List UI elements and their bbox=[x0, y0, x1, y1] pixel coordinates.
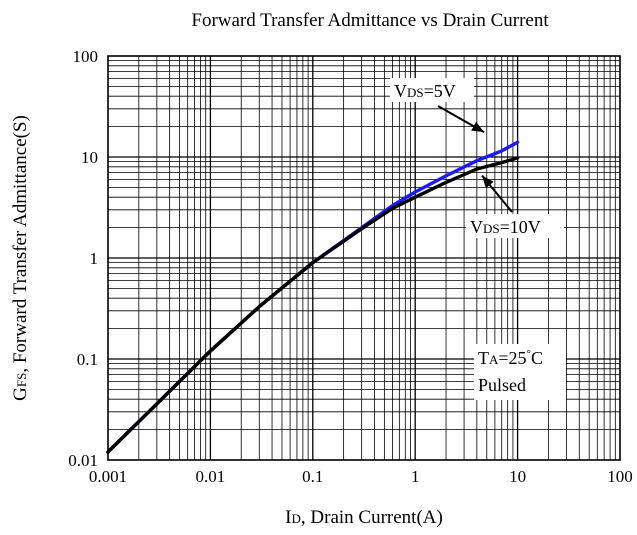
y-tick-label: 1 bbox=[90, 249, 99, 268]
x-tick-labels: 0.001 0.01 0.1 1 10 100 bbox=[89, 467, 633, 486]
annotation-vds5-main: V bbox=[394, 81, 407, 101]
x-tick-label: 100 bbox=[607, 467, 633, 486]
x-tick-label: 0.01 bbox=[196, 467, 226, 486]
y-label-prefix: G bbox=[10, 387, 31, 401]
x-tick-label: 0.1 bbox=[302, 467, 323, 486]
annotation-arrows bbox=[438, 106, 512, 212]
x-label-rest: , Drain Current(A) bbox=[301, 507, 443, 528]
chart-title: Forward Transfer Admittance vs Drain Cur… bbox=[191, 10, 549, 31]
x-label-sub: D bbox=[292, 511, 301, 526]
x-axis-label: ID, Drain Current(A) bbox=[285, 507, 443, 528]
annotation-ta: TA=25°C bbox=[478, 348, 543, 368]
y-label-sub: FS bbox=[14, 373, 29, 387]
annotation-vds5: VDS=5V bbox=[394, 81, 456, 101]
annotation-vds10-sub: DS bbox=[483, 221, 500, 236]
annotation-ta-main: T bbox=[478, 348, 489, 368]
y-tick-label: 10 bbox=[81, 148, 98, 167]
annotation-pulsed: Pulsed bbox=[478, 375, 526, 395]
annotation-vds10-main: V bbox=[470, 217, 483, 237]
x-tick-label: 1 bbox=[411, 467, 420, 486]
annotation-ta-unit: C bbox=[531, 348, 543, 368]
annotation-vds5-rest: =5V bbox=[424, 81, 456, 101]
y-tick-label: 0.01 bbox=[68, 451, 98, 470]
x-tick-label: 10 bbox=[509, 467, 526, 486]
y-tick-label: 0.1 bbox=[77, 350, 98, 369]
y-tick-labels: 0.01 0.1 1 10 100 bbox=[68, 47, 98, 470]
annotation-vds5-sub: DS bbox=[407, 85, 424, 100]
annotation-vds10: VDS=10V bbox=[470, 217, 541, 237]
y-axis-label: GFS, Forward Transfer Admittance(S) bbox=[10, 115, 31, 401]
annotation-vds10-rest: =10V bbox=[500, 217, 541, 237]
annotation-ta-rest: =25 bbox=[498, 348, 526, 368]
y-label-rest: , Forward Transfer Admittance(S) bbox=[10, 115, 31, 373]
y-tick-label: 100 bbox=[73, 47, 99, 66]
